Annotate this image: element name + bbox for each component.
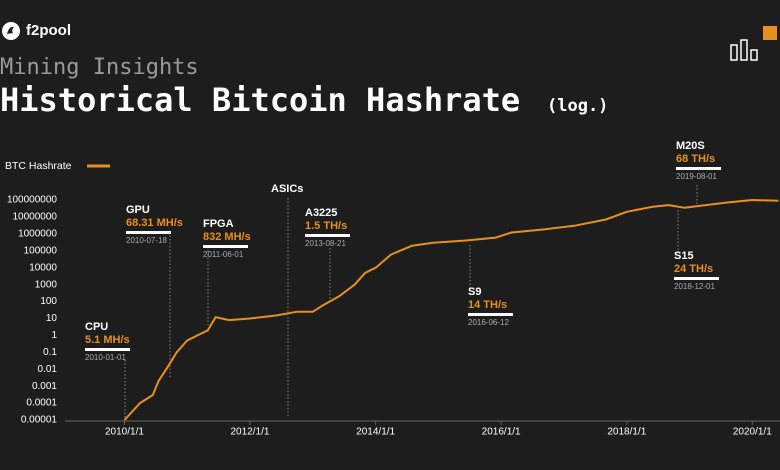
annotation-value: 68.31 MH/s: [126, 217, 183, 229]
y-tick-label: 10000: [29, 262, 57, 273]
annotation-label: CPU: [85, 321, 108, 333]
annotation-date: 2018-12-01: [674, 282, 715, 291]
annotation-date: 2010-07-18: [126, 236, 167, 245]
x-tick-label: 2018/1/1: [607, 427, 646, 438]
annotation-bar: [674, 277, 719, 280]
annotation-label: GPU: [126, 204, 150, 216]
y-tick-label: 0.1: [43, 347, 57, 358]
y-tick-label: 0.00001: [21, 415, 58, 426]
title-note: (log.): [547, 96, 608, 116]
annotation-bar: [203, 245, 248, 248]
y-tick-label: 1000000: [18, 228, 57, 239]
x-tick-label: 2014/1/1: [356, 427, 395, 438]
annotation-bar: [676, 167, 721, 170]
annotation-value: 14 TH/s: [468, 299, 507, 311]
x-tick-label: 2016/1/1: [482, 427, 521, 438]
x-tick-label: 2012/1/1: [231, 427, 270, 438]
annotation-label: S15: [674, 250, 694, 262]
annotation-label: S9: [468, 286, 481, 298]
logo: f2pool: [2, 22, 71, 40]
annotation-date: 2010-01-01: [85, 353, 126, 362]
annotation-date: 2013-08-21: [305, 239, 346, 248]
y-tick-label: 0.01: [38, 364, 58, 375]
hashrate-line: [123, 199, 779, 421]
annotation-date: 2011-06-01: [203, 250, 244, 259]
annotation-bar: [126, 231, 171, 234]
x-tick-label: 2010/1/1: [105, 427, 144, 438]
annotation-value: 832 MH/s: [203, 231, 251, 243]
icon-badge: [763, 26, 777, 40]
annotation-date: 2019-08-01: [676, 172, 717, 181]
annotation-bar: [468, 313, 513, 316]
annotation-bar: [305, 234, 350, 237]
y-tick-label: 10: [46, 313, 58, 324]
brand: f2pool: [26, 22, 71, 39]
annotation-value: 1.5 TH/s: [305, 220, 347, 232]
annotation-label: M20S: [676, 140, 705, 152]
subtitle: Mining Insights: [0, 55, 199, 80]
annotation-value: 68 TH/s: [676, 153, 715, 165]
y-tick-label: 0.001: [32, 381, 57, 392]
annotation-bar: [85, 348, 130, 351]
y-tick-label: 10000000: [13, 212, 58, 223]
chart-title: Historical Bitcoin Hashrate: [0, 81, 520, 119]
y-tick-label: 100000000: [7, 195, 57, 206]
annotation-label: A3225: [305, 207, 337, 219]
y-tick-label: 1000: [35, 279, 58, 290]
annotation-label: FPGA: [203, 218, 234, 230]
icon-bar: [740, 39, 748, 61]
annotation-value: 5.1 MH/s: [85, 334, 130, 346]
annotation-label: ASICs: [271, 183, 303, 195]
y-tick-label: 1: [51, 330, 57, 341]
legend-label: BTC Hashrate: [5, 160, 72, 172]
x-tick-label: 2020/1/1: [733, 427, 772, 438]
y-tick-label: 100: [40, 296, 57, 307]
icon-bar: [750, 49, 758, 61]
corner-icon: [730, 26, 777, 61]
annotation-value: 24 TH/s: [674, 263, 713, 275]
icon-bar: [730, 44, 738, 61]
annotation-date: 2016-06-12: [468, 318, 509, 327]
logo-flame: [7, 26, 14, 34]
y-tick-label: 0.0001: [26, 398, 57, 409]
y-tick-label: 100000: [24, 245, 58, 256]
